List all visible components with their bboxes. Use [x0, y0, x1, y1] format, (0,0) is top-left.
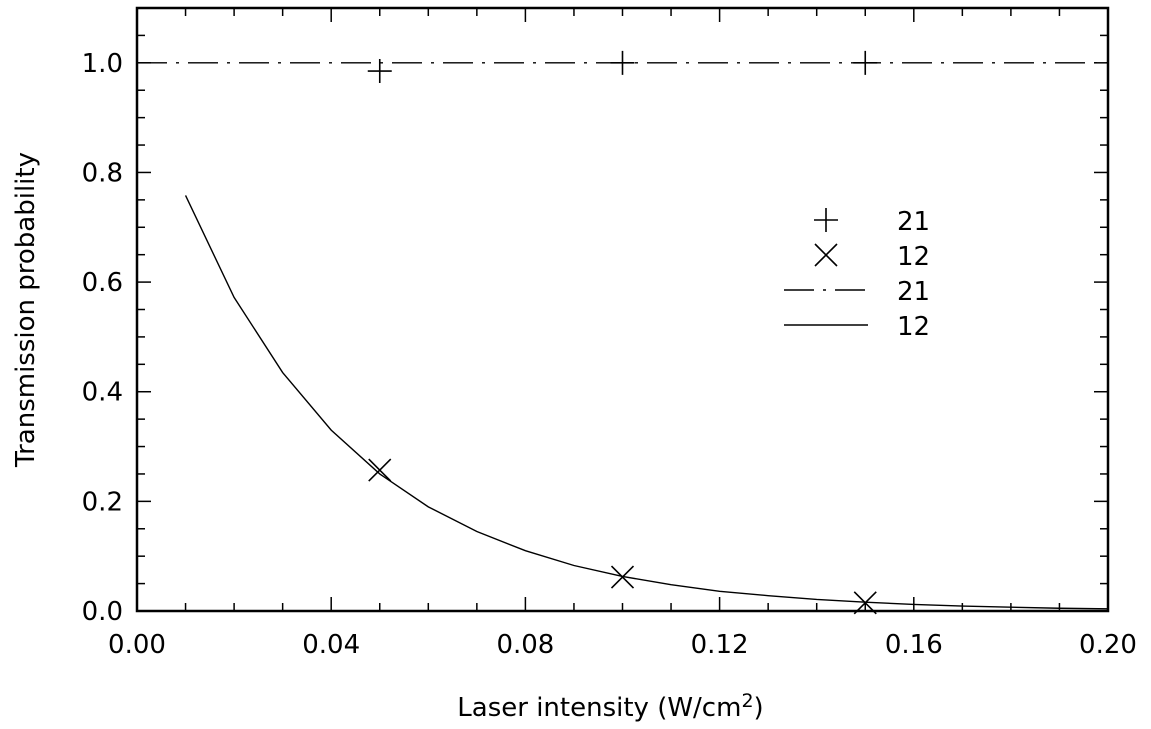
- series-line-12-solid: [184, 195, 1109, 610]
- legend: 21 12 21 12: [784, 207, 930, 342]
- legend-label: 12: [897, 242, 930, 272]
- legend-label: 12: [897, 312, 930, 342]
- legend-label: 21: [897, 207, 930, 237]
- tick-labels: 0.00 0.04 0.08 0.12 0.16 0.20 0.0 0.2 0.4 0.6 0.8 1…: [82, 49, 1137, 660]
- legend-symbol-cross: [814, 243, 838, 267]
- x-tick-label: 0.16: [885, 630, 943, 660]
- x-tick-label: 0.20: [1079, 630, 1137, 660]
- x-tick-label: 0.04: [302, 630, 360, 660]
- y-tick-label: 1.0: [82, 49, 123, 79]
- legend-symbol-plus: [814, 208, 838, 232]
- data-point-plus-21: [367, 59, 392, 84]
- x-tick-label: 0.00: [108, 630, 166, 660]
- x-axis-title-suffix: ): [754, 693, 764, 723]
- y-tick-label: 0.2: [82, 487, 123, 517]
- x-axis-title: Laser intensity (W/cm2): [457, 690, 763, 723]
- legend-label: 21: [897, 277, 930, 307]
- plot-frame: [135, 6, 1110, 613]
- data-point-cross-12: [368, 458, 392, 482]
- x-axis-title-superscript: 2: [741, 690, 753, 712]
- y-tick-label: 0.6: [82, 268, 123, 298]
- y-tick-label: 0.0: [82, 597, 123, 627]
- axis-ticks: [136, 7, 1109, 612]
- x-tick-label: 0.12: [691, 630, 749, 660]
- y-tick-label: 0.8: [82, 158, 123, 188]
- series-layer: [137, 50, 1109, 615]
- x-axis-title-main: Laser intensity (W/cm: [457, 693, 741, 723]
- x-tick-label: 0.08: [496, 630, 554, 660]
- y-tick-label: 0.4: [82, 378, 123, 408]
- y-axis-title: Transmission probability: [11, 152, 41, 468]
